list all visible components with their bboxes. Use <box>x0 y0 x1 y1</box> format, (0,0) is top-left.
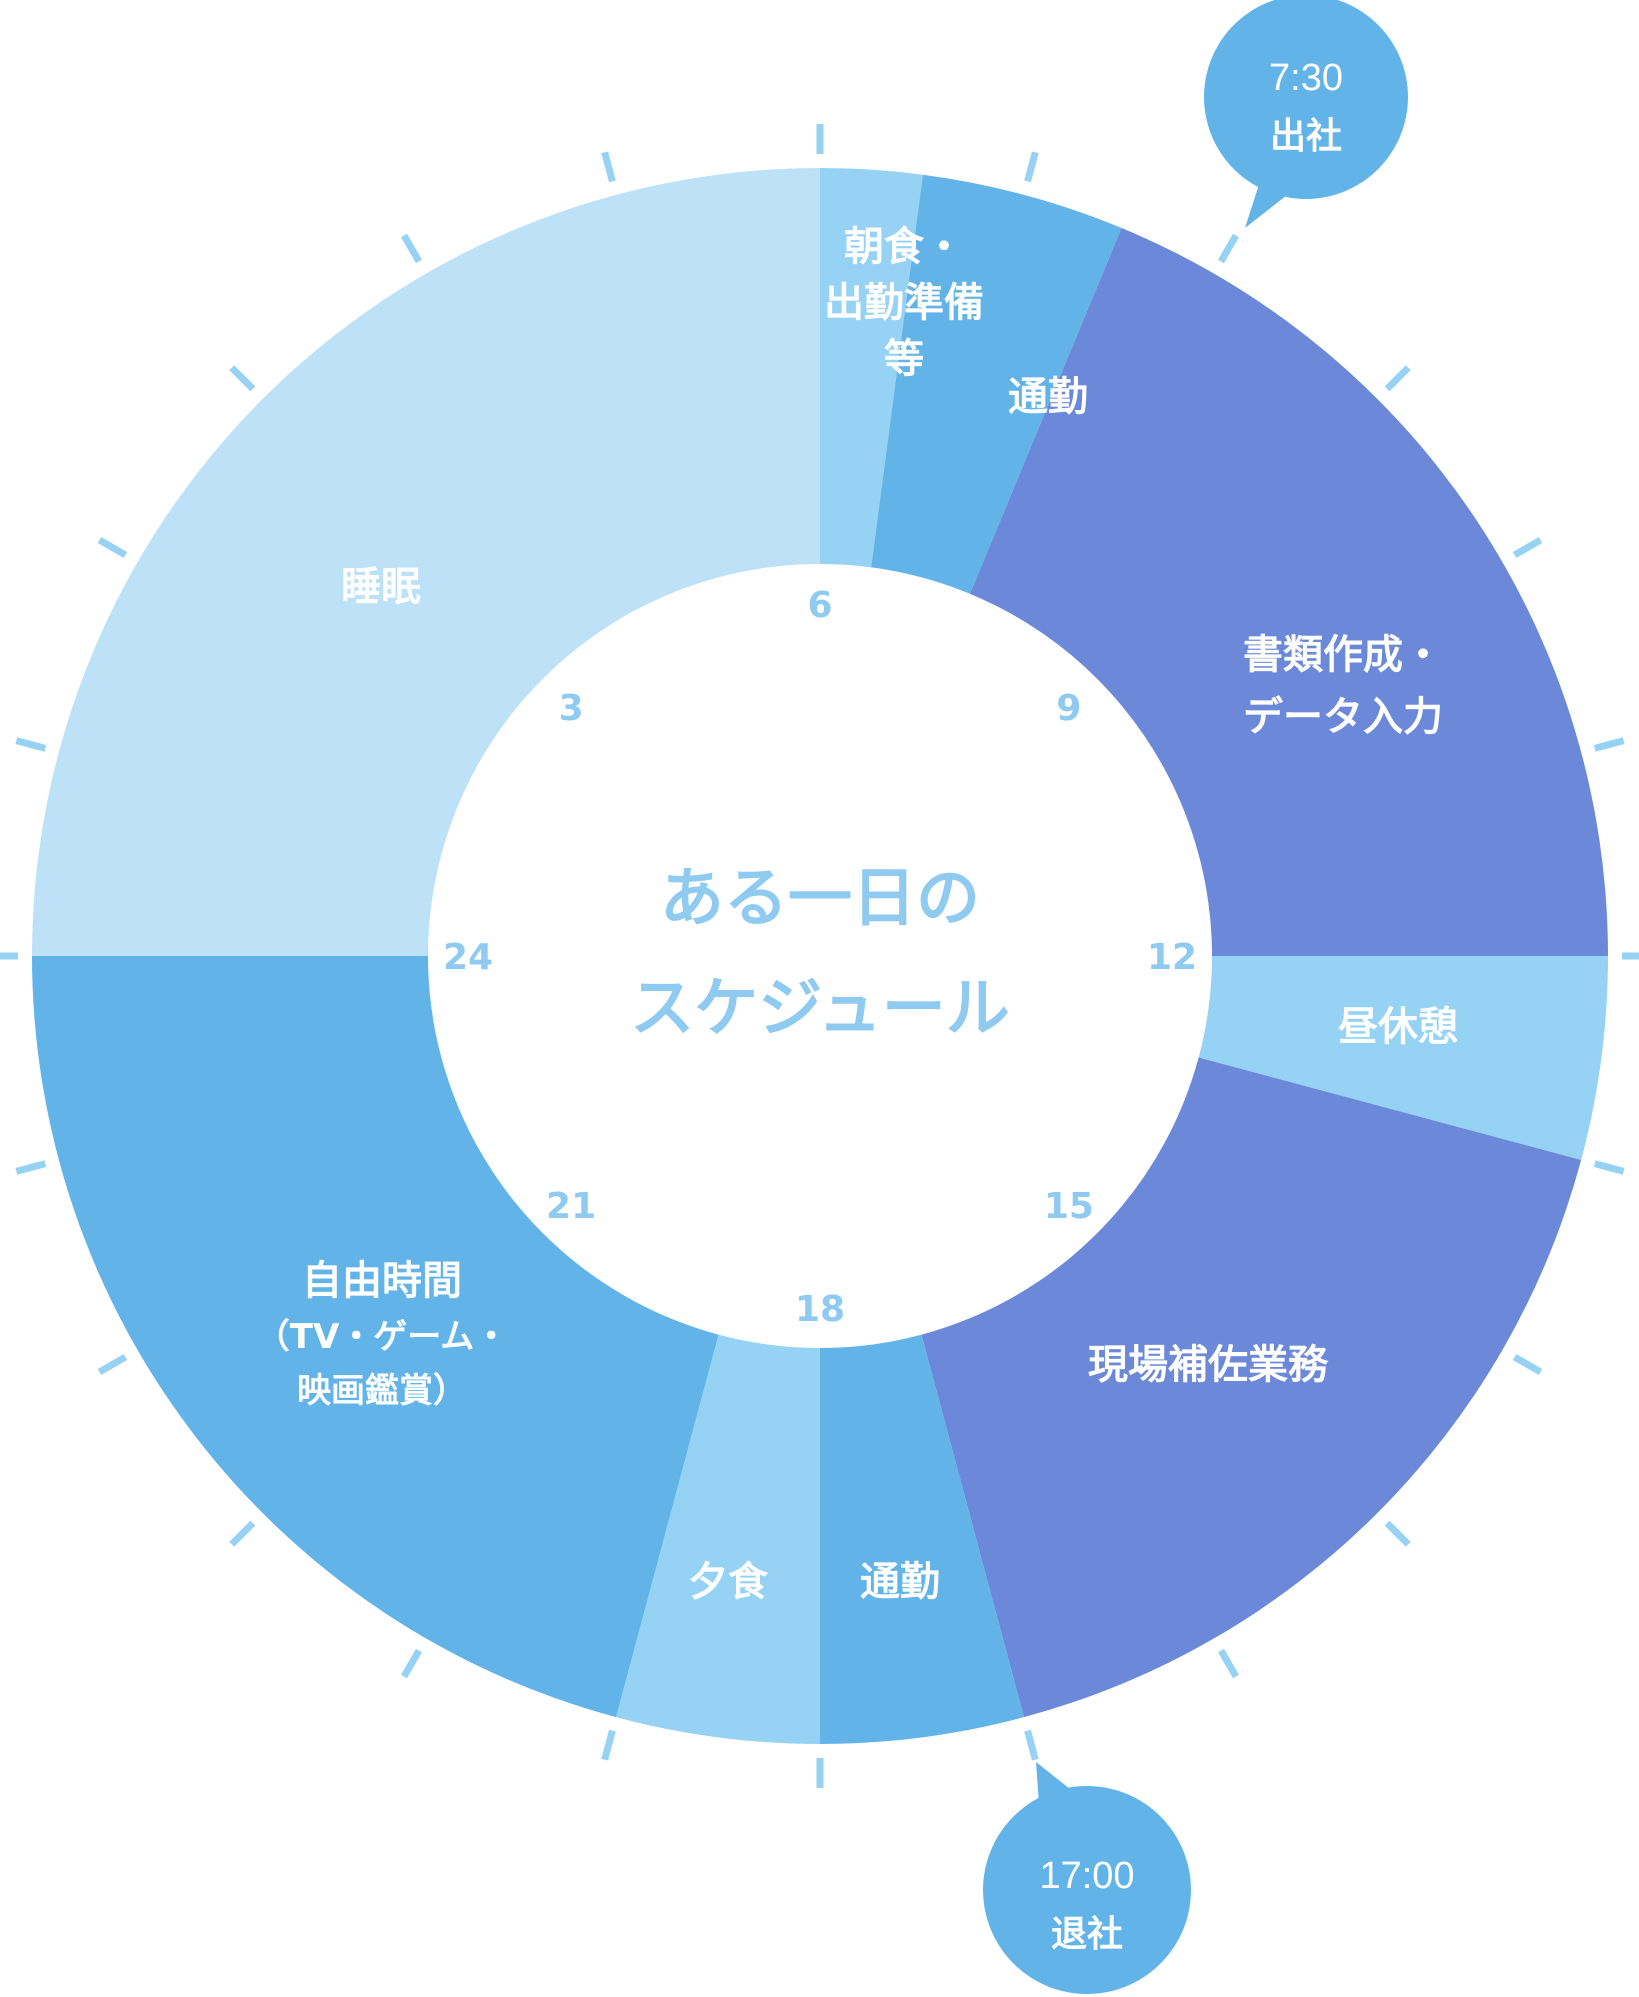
segment-label-docs-1: データ入力 <box>1243 694 1443 740</box>
hour-label-9: 9 <box>1056 688 1081 729</box>
hour-label-12: 12 <box>1147 937 1197 978</box>
hour-label-3: 3 <box>559 688 584 729</box>
segment-docs <box>969 227 1608 957</box>
hour-label-24: 24 <box>443 937 493 978</box>
segment-lunch <box>1196 956 1608 1160</box>
segment-label-breakfast-1: 出勤準備 <box>824 280 984 326</box>
hour-tick <box>601 1729 616 1761</box>
segment-free <box>32 956 720 1718</box>
segment-label-dinner-0: 夕食 <box>688 1559 769 1605</box>
hour-tick <box>97 1353 128 1376</box>
segment-sleep <box>32 168 820 956</box>
hour-tick <box>400 233 423 264</box>
callout-arrive-text: 出社 <box>1270 116 1342 157</box>
segment-breakfast <box>820 168 923 570</box>
hour-tick <box>1384 365 1411 392</box>
segment-label-commute-pm-0: 通勤 <box>860 1559 940 1605</box>
hour-tick <box>1217 233 1240 264</box>
hour-tick <box>15 1160 47 1175</box>
hour-label-21: 21 <box>546 1186 596 1227</box>
center-circle <box>428 564 1212 1348</box>
segment-label-docs-0: 書類作成・ <box>1243 632 1443 678</box>
segment-label-free-2: 映画鑑賞） <box>297 1371 467 1411</box>
segment-label-free-0: 自由時間 <box>302 1258 462 1304</box>
hour-tick <box>1593 737 1625 752</box>
segment-commute-pm <box>820 1332 1024 1744</box>
hour-tick <box>97 536 128 559</box>
hour-label-18: 18 <box>795 1289 845 1330</box>
hour-tick <box>229 365 256 392</box>
segment-dinner <box>616 1332 820 1744</box>
segment-label-breakfast-2: 等 <box>884 336 924 382</box>
hour-tick <box>15 737 47 752</box>
callout-arrive-bubble <box>1204 0 1408 199</box>
callout-leave-text: 退社 <box>1051 1914 1123 1955</box>
callout-leave: 17:00 退社 <box>983 1762 1191 1994</box>
hour-tick <box>400 1648 423 1679</box>
segment-label-free-1: （TV・ゲーム・ <box>256 1317 509 1357</box>
callout-arrive: 7:30 出社 <box>1204 0 1408 228</box>
hour-tick <box>1512 536 1543 559</box>
segment-label-sleep-0: 睡眠 <box>341 564 421 610</box>
hour-label-15: 15 <box>1044 1186 1094 1227</box>
segment-label-breakfast-0: 朝食・ <box>844 224 964 270</box>
hour-tick <box>1024 1729 1039 1761</box>
hour-label-6: 6 <box>807 585 832 626</box>
hour-tick <box>1217 1648 1240 1679</box>
segment-fieldwork <box>920 1056 1582 1718</box>
hour-tick <box>229 1520 256 1547</box>
center-title-line-2: スケジュール <box>630 972 1010 1046</box>
center-title-line-1: ある一日の <box>660 862 980 936</box>
hour-tick <box>1384 1520 1411 1547</box>
callout-arrive-time: 7:30 <box>1269 57 1343 99</box>
hour-tick <box>1024 151 1039 183</box>
hour-tick <box>601 151 616 183</box>
callout-leave-bubble <box>983 1786 1191 1994</box>
callout-leave-time: 17:00 <box>1039 1855 1134 1897</box>
segment-commute-am <box>870 174 1122 596</box>
hour-tick <box>1593 1160 1625 1175</box>
segment-label-lunch-0: 昼休憩 <box>1338 1004 1458 1050</box>
segment-label-commute-am-0: 通勤 <box>1008 374 1088 420</box>
hour-tick <box>1512 1353 1543 1376</box>
segment-label-fieldwork-0: 現場補佐業務 <box>1088 1342 1329 1388</box>
